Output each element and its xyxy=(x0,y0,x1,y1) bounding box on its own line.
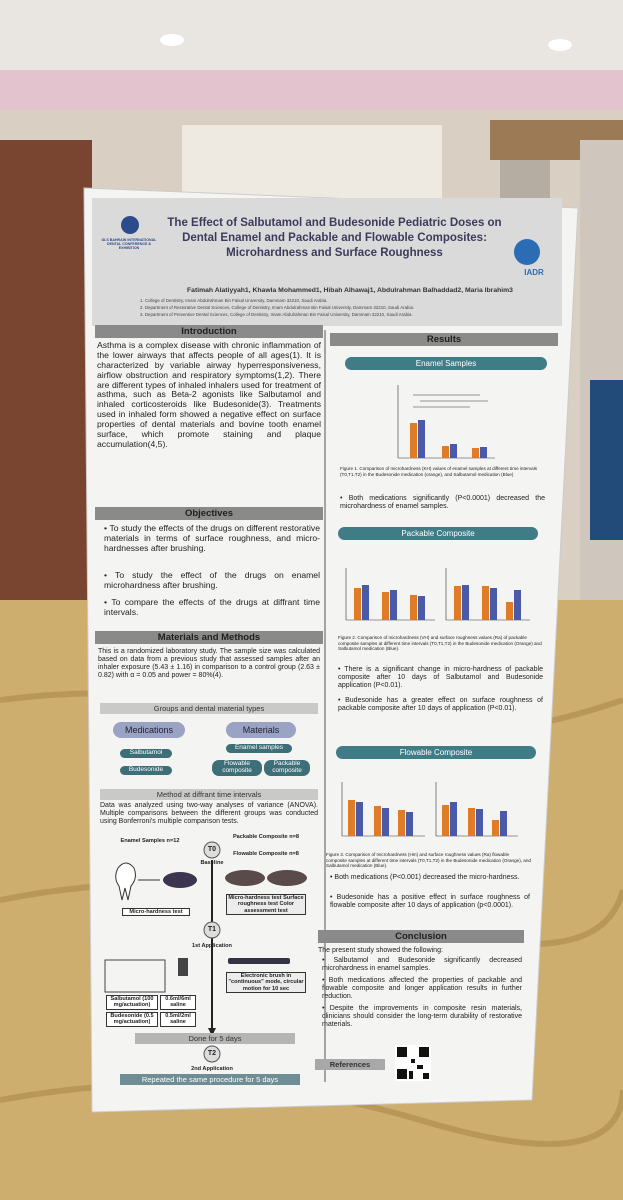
time-point: T0 xyxy=(207,846,217,853)
material: Packable composite xyxy=(264,760,310,776)
poster-title: The Effect of Salbutamol and Budesonide … xyxy=(167,217,502,259)
time-point: T2 xyxy=(207,1050,217,1057)
affiliation: 1. College of Dentistry, Imam Abdulrahma… xyxy=(140,298,328,303)
diagram-box: 0.6ml/6ml saline xyxy=(160,995,196,1010)
intervals-text: Data was analyzed using two-way analyses… xyxy=(100,802,318,826)
result-heading: Packable Composite xyxy=(338,527,538,540)
result-bullet: Both medications (P<0.001) decreased the… xyxy=(330,874,530,882)
diagram-box: Micro-hardness test Surface roughness te… xyxy=(226,894,306,916)
sub-heading: Groups and dental material types xyxy=(100,703,318,714)
result-bullet: Budesonide has a greater effect on surfa… xyxy=(338,697,543,713)
sub-heading: Method at diffrant time intervals xyxy=(100,789,318,800)
medications-label: Medications xyxy=(113,722,185,738)
figure-1 xyxy=(397,385,495,459)
qr-code xyxy=(395,1045,431,1081)
material: Enamel samples xyxy=(226,744,292,753)
medication: Salbutamol xyxy=(120,749,172,758)
diagram-label: Packable Composite n=8 xyxy=(232,834,300,840)
references-label: References xyxy=(315,1059,385,1070)
diagram-box: Budesonide (0.5 mg/actuation) xyxy=(106,1012,158,1027)
objective-item: To compare the effects of the drugs at d… xyxy=(104,597,320,618)
conclusion-item: Both medications affected the properties… xyxy=(322,977,522,1001)
section-heading: Materials and Methods xyxy=(95,631,323,644)
result-bullet: Both medications significantly (P<0.0001… xyxy=(340,495,545,511)
conclusion-item: Salbutamol and Budesonide significantly … xyxy=(322,957,522,973)
section-heading: Objectives xyxy=(95,507,323,520)
result-heading: Enamel Samples xyxy=(345,357,547,370)
result-bullet: There is a significant change in micro-h… xyxy=(338,666,543,690)
logo-left: DLS BAHRAIN INTERNATIONAL DENTAL CONFERE… xyxy=(101,238,157,251)
intro-text: Asthma is a complex disease with chronic… xyxy=(97,340,321,449)
diagram-label: 2nd Application xyxy=(191,1066,233,1072)
diagram-label: 1st Application xyxy=(192,943,232,949)
affiliation: 2. Department of Restorative Dental Scie… xyxy=(140,305,415,310)
figure-caption: Figure 3. Comparison of microhardness (H… xyxy=(326,852,531,868)
methods-diagram xyxy=(104,841,307,1063)
section-heading: Results xyxy=(330,333,558,346)
medication: Budesonide xyxy=(120,766,172,775)
diagram-box: Salbutamol (100 mg/actuation) xyxy=(106,995,158,1010)
figure-caption: Figure 1. Comparison of microhardness (K… xyxy=(340,466,538,477)
material: Flowable composite xyxy=(212,760,262,776)
materials-label: Materials xyxy=(226,722,296,738)
logo-right: IADR xyxy=(524,268,544,277)
affiliation: 3. Department of Preventive Dental Scien… xyxy=(140,312,413,317)
sub-heading: Done for 5 days xyxy=(135,1033,295,1044)
figure-caption: Figure 2. Comparison of microhardness (V… xyxy=(338,635,542,651)
section-heading: Conclusion xyxy=(318,930,524,943)
authors: Fatimah Alatiyyah1, Khawla Mohammed1, Hi… xyxy=(187,287,513,294)
section-heading: Introduction xyxy=(95,325,323,338)
diagram-label: Enamel Samples n=12 xyxy=(120,838,180,844)
diagram-box: Electronic brush in "continuous" mode, c… xyxy=(226,972,306,994)
conclusion-item: Despite the improvements in composite re… xyxy=(322,1005,522,1029)
sub-heading: Repeated the same procedure for 5 days xyxy=(120,1074,300,1085)
diagram-box: 0.5ml/2ml saline xyxy=(160,1012,196,1027)
figure-2 xyxy=(345,568,530,621)
result-bullet: Budesonide has a positive effect in surf… xyxy=(330,894,530,910)
result-heading: Flowable Composite xyxy=(336,746,536,759)
diagram-label: Flowable Composite n=8 xyxy=(233,851,299,857)
conclusion-intro: The present study showed the following: xyxy=(318,947,443,954)
time-point: T1 xyxy=(207,926,217,933)
figure-3 xyxy=(341,782,518,837)
methods-text: This is a randomized laboratory study. T… xyxy=(98,648,320,680)
objective-item: To study the effect of the drugs on enam… xyxy=(104,570,320,591)
diagram-box: Micro-hardness test xyxy=(122,908,190,917)
objective-item: To study the effects of the drugs on dif… xyxy=(104,523,320,554)
diagram-label: Baseline xyxy=(200,860,224,866)
